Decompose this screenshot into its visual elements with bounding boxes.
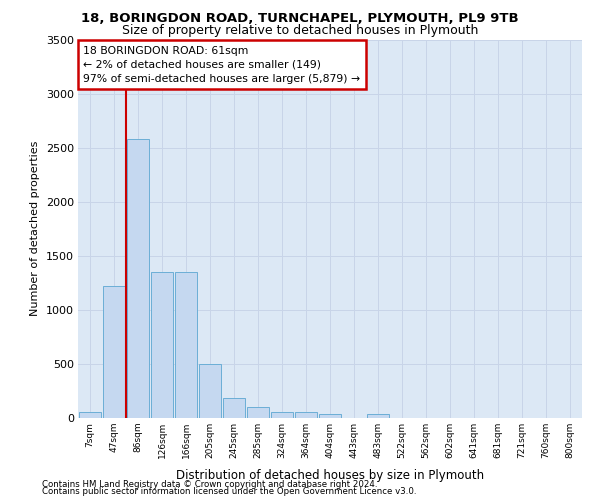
Text: Size of property relative to detached houses in Plymouth: Size of property relative to detached ho…: [122, 24, 478, 37]
Bar: [223, 398, 245, 417]
Text: 18, BORINGDON ROAD, TURNCHAPEL, PLYMOUTH, PL9 9TB: 18, BORINGDON ROAD, TURNCHAPEL, PLYMOUTH…: [81, 12, 519, 26]
Bar: [247, 406, 269, 418]
Bar: [367, 414, 389, 418]
Bar: [295, 412, 317, 418]
Text: Contains public sector information licensed under the Open Government Licence v3: Contains public sector information licen…: [42, 488, 416, 496]
Bar: [151, 272, 173, 418]
Bar: [271, 412, 293, 418]
Bar: [199, 364, 221, 418]
X-axis label: Distribution of detached houses by size in Plymouth: Distribution of detached houses by size …: [176, 469, 484, 482]
Y-axis label: Number of detached properties: Number of detached properties: [30, 141, 40, 316]
Text: 18 BORINGDON ROAD: 61sqm
← 2% of detached houses are smaller (149)
97% of semi-d: 18 BORINGDON ROAD: 61sqm ← 2% of detache…: [83, 46, 360, 84]
Text: Contains HM Land Registry data © Crown copyright and database right 2024.: Contains HM Land Registry data © Crown c…: [42, 480, 377, 489]
Bar: [319, 414, 341, 418]
Bar: [79, 412, 101, 418]
Bar: [127, 139, 149, 417]
Bar: [103, 286, 125, 418]
Bar: [175, 272, 197, 418]
